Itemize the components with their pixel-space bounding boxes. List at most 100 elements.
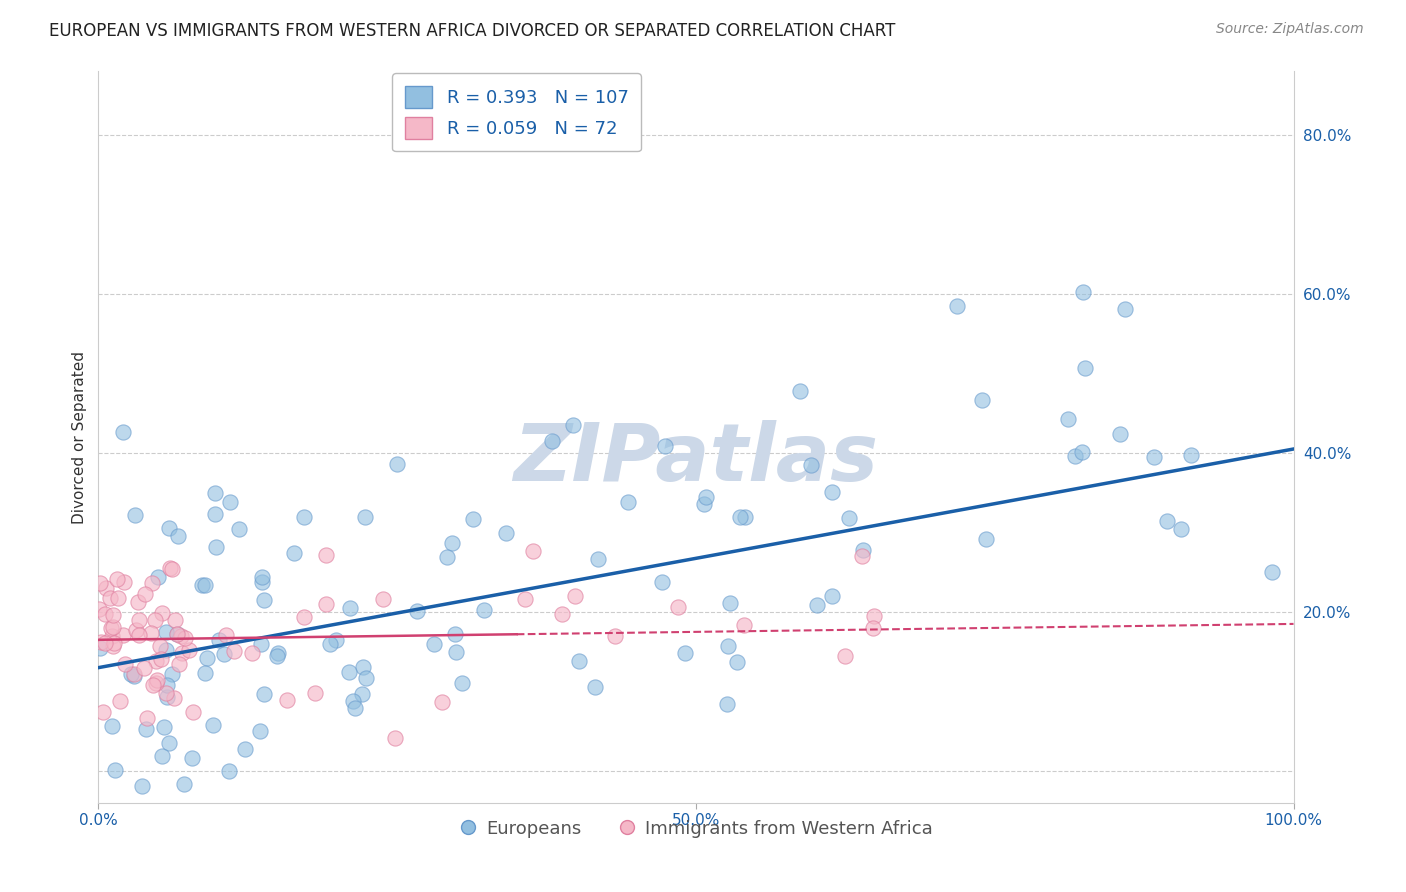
Point [513,592,536,607]
Point [972,392,994,407]
Point [1180,448,1202,462]
Point [101,719,124,733]
Point [90,635,112,649]
Point [96,581,118,595]
Point [304,686,326,700]
Point [141,576,163,591]
Point [800,458,823,472]
Point [100,629,122,643]
Point [135,723,157,737]
Point [150,607,173,621]
Point [134,587,156,601]
Point [204,485,226,500]
Point [354,671,377,685]
Point [146,673,169,687]
Point [139,626,162,640]
Point [101,620,124,634]
Point [98,591,121,605]
Point [212,647,235,661]
Point [145,654,167,668]
Point [101,639,124,653]
Point [204,507,226,521]
Point [173,777,195,791]
Point [104,763,127,777]
Point [103,636,125,650]
Point [149,639,172,653]
Point [1109,426,1132,441]
Point [112,574,135,589]
Point [120,667,142,681]
Point [160,667,183,681]
Point [384,731,406,745]
Point [159,560,181,574]
Point [862,621,884,635]
Point [242,646,264,660]
Point [131,779,153,793]
Point [551,607,574,621]
Legend: Europeans, Immigrants from Western Africa: Europeans, Immigrants from Western Afric… [453,813,939,845]
Point [441,536,464,550]
Point [107,572,129,586]
Point [181,706,204,720]
Point [101,608,124,623]
Point [339,600,361,615]
Point [342,693,364,707]
Point [717,639,740,653]
Point [93,607,115,621]
Point [167,528,190,542]
Point [155,642,177,657]
Point [159,736,181,750]
Text: Source: ZipAtlas.com: Source: ZipAtlas.com [1216,22,1364,37]
Point [350,688,373,702]
Point [163,691,186,706]
Point [250,575,273,590]
Point [1064,449,1087,463]
Point [522,544,544,558]
Point [205,540,228,554]
Point [1071,285,1094,299]
Point [152,720,174,734]
Point [100,621,122,635]
Point [167,657,190,672]
Point [195,651,218,665]
Point [160,562,183,576]
Point [249,723,271,738]
Point [718,596,741,610]
Text: ZIPatlas: ZIPatlas [513,420,879,498]
Point [695,490,717,504]
Point [430,694,453,708]
Point [673,646,696,660]
Point [107,591,129,605]
Point [89,575,111,590]
Point [834,648,856,663]
Point [253,593,276,607]
Point [385,458,408,472]
Point [820,589,842,603]
Point [495,526,517,541]
Point [444,627,467,641]
Point [315,598,337,612]
Point [111,627,134,641]
Point [734,509,756,524]
Point [166,626,188,640]
Point [319,637,342,651]
Point [194,666,217,681]
Point [446,645,468,659]
Point [150,749,173,764]
Point [163,613,186,627]
Point [666,599,689,614]
Point [250,570,273,584]
Point [716,697,738,711]
Text: EUROPEAN VS IMMIGRANTS FROM WESTERN AFRICA DIVORCED OR SEPARATED CORRELATION CHA: EUROPEAN VS IMMIGRANTS FROM WESTERN AFRI… [49,22,896,40]
Point [586,551,609,566]
Point [149,652,172,666]
Point [976,532,998,546]
Point [181,751,204,765]
Point [93,636,115,650]
Point [851,549,873,563]
Point [733,618,755,632]
Point [562,418,585,433]
Point [945,300,967,314]
Point [156,678,179,692]
Point [174,631,197,645]
